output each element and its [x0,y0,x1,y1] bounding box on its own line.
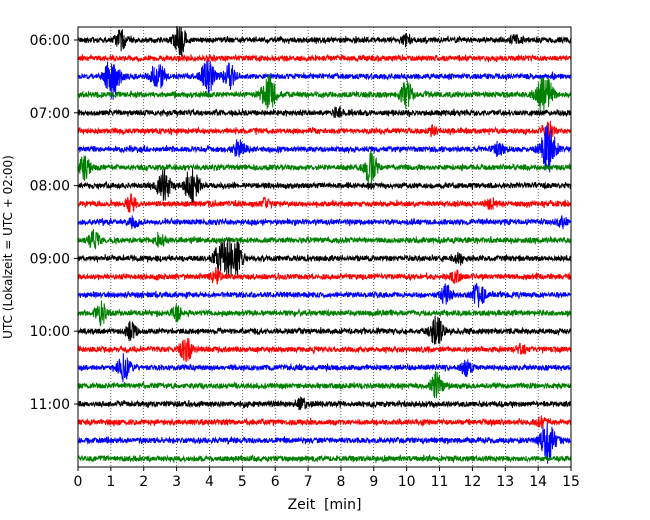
y-axis-label: UTC (Lokalzeit = UTC + 02:00) [1,155,15,339]
x-tick-label: 2 [139,474,148,490]
seismogram-trace [77,60,572,100]
x-tick-label: 9 [369,474,378,490]
x-axis-ticks: 0 1 2 3 4 5 6 7 8 9 10 11 12 13 14 15 [74,467,580,490]
x-tick-label: 12 [463,474,481,490]
x-tick-label: 1 [106,474,115,490]
seismogram-trace [77,300,572,327]
seismogram-trace [77,167,572,206]
seismogram-trace [77,74,572,116]
seismogram-traces [77,26,572,464]
seismogram-trace [77,415,572,429]
y-tick-label: 08:00 [30,179,70,195]
seismogram-trace [77,454,572,463]
seismogram-trace [77,125,572,173]
seismogram-trace [77,422,572,464]
y-tick-label: 09:00 [30,251,70,267]
seismogram-trace [77,53,572,64]
plot-frame [77,26,572,468]
seismogram-trace [77,120,572,141]
x-tick-label: 15 [562,474,580,490]
x-tick-label: 7 [304,474,313,490]
x-tick-label: 3 [172,474,181,490]
seismogram-trace [77,396,572,411]
seismogram-trace [77,215,572,230]
y-tick-label: 07:00 [30,106,70,122]
seismogram-trace [77,338,572,363]
y-axis-ticks: 06:00 07:00 08:00 09:00 10:00 11:00 [30,33,78,413]
x-tick-label: 11 [431,474,449,490]
y-tick-label: 10:00 [30,324,70,340]
y-tick-label: 11:00 [30,397,70,413]
x-tick-label: 13 [496,474,514,490]
seismogram-trace [77,228,572,250]
x-tick-label: 10 [398,474,416,490]
seismogram-trace [77,353,572,383]
seismogram-trace [77,282,572,308]
x-tick-label: 0 [74,474,83,490]
x-axis-label: Zeit [min] [288,497,362,513]
grid-lines [110,27,539,467]
seismogram-trace [77,26,572,58]
x-tick-label: 4 [205,474,214,490]
seismogram-trace [77,315,572,345]
seismogram-trace [77,192,572,213]
x-tick-label: 8 [336,474,345,490]
x-tick-label: 14 [529,474,547,490]
seismogram-trace [77,150,572,186]
seismogram-trace [77,267,572,285]
x-tick-label: 6 [271,474,280,490]
seismogram-trace [77,371,572,399]
seismogram-trace [77,238,572,278]
x-tick-label: 5 [238,474,247,490]
seismogram-trace [77,106,572,118]
y-tick-label: 06:00 [30,33,70,49]
